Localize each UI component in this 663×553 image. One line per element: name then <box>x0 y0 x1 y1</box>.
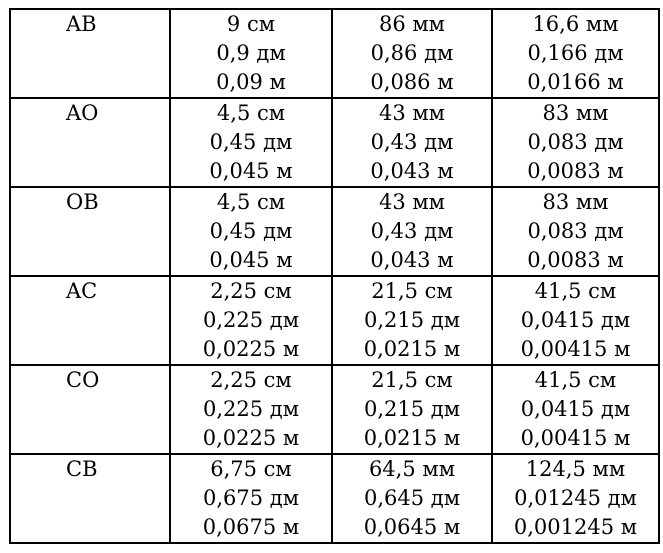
value-line: 0,43 дм <box>370 219 454 243</box>
value-line: 21,5 см <box>371 368 453 392</box>
value-line: 0,675 дм <box>202 486 300 510</box>
value-cell: 43 мм 0,43 дм 0,043 м <box>331 97 493 188</box>
value-line: 2,25 см <box>210 368 292 392</box>
value-cell: 4,5 см 0,45 дм 0,045 м <box>169 186 333 277</box>
segment-label-cell: CO <box>9 364 171 455</box>
value-line: 0,0166 м <box>527 70 624 94</box>
value-line: 0,083 дм <box>527 130 624 154</box>
value-line: 0,225 дм <box>202 308 300 332</box>
value-line: 0,09 м <box>216 70 286 94</box>
value-line: 41,5 см <box>534 368 617 392</box>
value-line: 86 мм <box>378 12 446 36</box>
table-row: AC 2,25 см 0,225 дм 0,0225 м 21,5 см 0,215 … <box>9 275 660 366</box>
value-line: 0,645 дм <box>363 486 461 510</box>
value-line: 0,215 дм <box>363 397 461 421</box>
value-cell: 21,5 см 0,215 дм 0,0215 м <box>331 364 493 455</box>
value-cell: 2,25 см 0,225 дм 0,0225 м <box>169 275 333 366</box>
value-line: 64,5 мм <box>368 457 456 481</box>
segment-label-cell: CB <box>9 453 171 544</box>
value-line: 0,083 дм <box>527 219 624 243</box>
value-cell: 16,6 мм 0,166 дм 0,0166 м <box>491 8 660 99</box>
table-row: CO 2,25 см 0,225 дм 0,0225 м 21,5 см 0,215 … <box>9 364 660 455</box>
value-line: 16,6 мм <box>532 12 619 36</box>
value-line: 43 мм <box>378 190 446 214</box>
segment-label-cell: OB <box>9 186 171 277</box>
value-cell: 21,5 см 0,215 дм 0,0215 м <box>331 275 493 366</box>
value-line: 83 мм <box>542 190 609 214</box>
value-cell: 2,25 см 0,225 дм 0,0225 м <box>169 364 333 455</box>
segment-label-cell: AC <box>9 275 171 366</box>
value-line: 4,5 см <box>216 101 286 125</box>
value-cell: 83 мм 0,083 дм 0,0083 м <box>491 186 660 277</box>
value-line: 0,043 м <box>370 159 454 183</box>
segment-label: AC <box>66 279 98 303</box>
value-cell: 64,5 мм 0,645 дм 0,0645 м <box>331 453 493 544</box>
value-cell: 6,75 см 0,675 дм 0,0675 м <box>169 453 333 544</box>
value-cell: 9 см 0,9 дм 0,09 м <box>169 8 333 99</box>
segment-label-cell: AB <box>9 8 171 99</box>
value-line: 0,0675 м <box>202 515 300 539</box>
segment-label: CO <box>66 368 100 392</box>
segment-label: CB <box>66 457 98 481</box>
value-line: 0,0083 м <box>527 248 624 272</box>
value-line: 0,086 м <box>370 70 454 94</box>
value-cell: 41,5 см 0,0415 дм 0,00415 м <box>491 364 660 455</box>
value-line: 0,0415 дм <box>520 308 631 332</box>
segment-label: AB <box>66 12 97 36</box>
value-line: 21,5 см <box>371 279 453 303</box>
value-line: 83 мм <box>542 101 609 125</box>
value-cell: 124,5 мм 0,01245 дм 0,001245 м <box>491 453 660 544</box>
value-line: 6,75 см <box>210 457 292 481</box>
segment-label: AO <box>66 101 99 125</box>
value-cell: 41,5 см 0,0415 дм 0,00415 м <box>491 275 660 366</box>
value-line: 0,00415 м <box>520 426 631 450</box>
value-line: 0,166 дм <box>527 41 624 65</box>
value-line: 0,215 дм <box>363 308 461 332</box>
value-line: 0,01245 дм <box>514 486 637 510</box>
value-line: 0,45 дм <box>209 130 293 154</box>
value-line: 0,0215 м <box>363 337 461 361</box>
table-row: OB 4,5 см 0,45 дм 0,045 м 43 мм 0,43 дм 0,04… <box>9 186 660 277</box>
value-line: 0,0225 м <box>202 337 300 361</box>
table-row: AB 9 см 0,9 дм 0,09 м 86 мм 0,86 дм 0,086 м … <box>9 8 660 99</box>
value-line: 0,86 дм <box>370 41 454 65</box>
value-line: 0,045 м <box>209 159 293 183</box>
value-line: 0,43 дм <box>370 130 454 154</box>
value-line: 0,045 м <box>209 248 293 272</box>
value-line: 41,5 см <box>534 279 617 303</box>
value-line: 9 см <box>226 12 276 36</box>
value-line: 0,0083 м <box>527 159 624 183</box>
table-row: AO 4,5 см 0,45 дм 0,045 м 43 мм 0,43 дм 0,04… <box>9 97 660 188</box>
value-line: 0,001245 м <box>513 515 638 539</box>
value-line: 0,45 дм <box>209 219 293 243</box>
measurements-table: AB 9 см 0,9 дм 0,09 м 86 мм 0,86 дм 0,086 м … <box>9 8 660 544</box>
value-cell: 86 мм 0,86 дм 0,086 м <box>331 8 493 99</box>
value-line: 0,0215 м <box>363 426 461 450</box>
value-line: 0,0415 дм <box>520 397 631 421</box>
value-line: 0,043 м <box>370 248 454 272</box>
value-line: 0,0225 м <box>202 426 300 450</box>
value-cell: 83 мм 0,083 дм 0,0083 м <box>491 97 660 188</box>
segment-label: OB <box>66 190 99 214</box>
value-line: 124,5 мм <box>525 457 626 481</box>
value-line: 4,5 см <box>216 190 286 214</box>
value-cell: 43 мм 0,43 дм 0,043 м <box>331 186 493 277</box>
value-line: 0,0645 м <box>363 515 461 539</box>
value-line: 43 мм <box>378 101 446 125</box>
value-line: 2,25 см <box>210 279 292 303</box>
value-line: 0,00415 м <box>520 337 631 361</box>
value-line: 0,225 дм <box>202 397 300 421</box>
value-line: 0,9 дм <box>216 41 286 65</box>
segment-label-cell: AO <box>9 97 171 188</box>
value-cell: 4,5 см 0,45 дм 0,045 м <box>169 97 333 188</box>
table-row: CB 6,75 см 0,675 дм 0,0675 м 64,5 мм 0,645 … <box>9 453 660 544</box>
